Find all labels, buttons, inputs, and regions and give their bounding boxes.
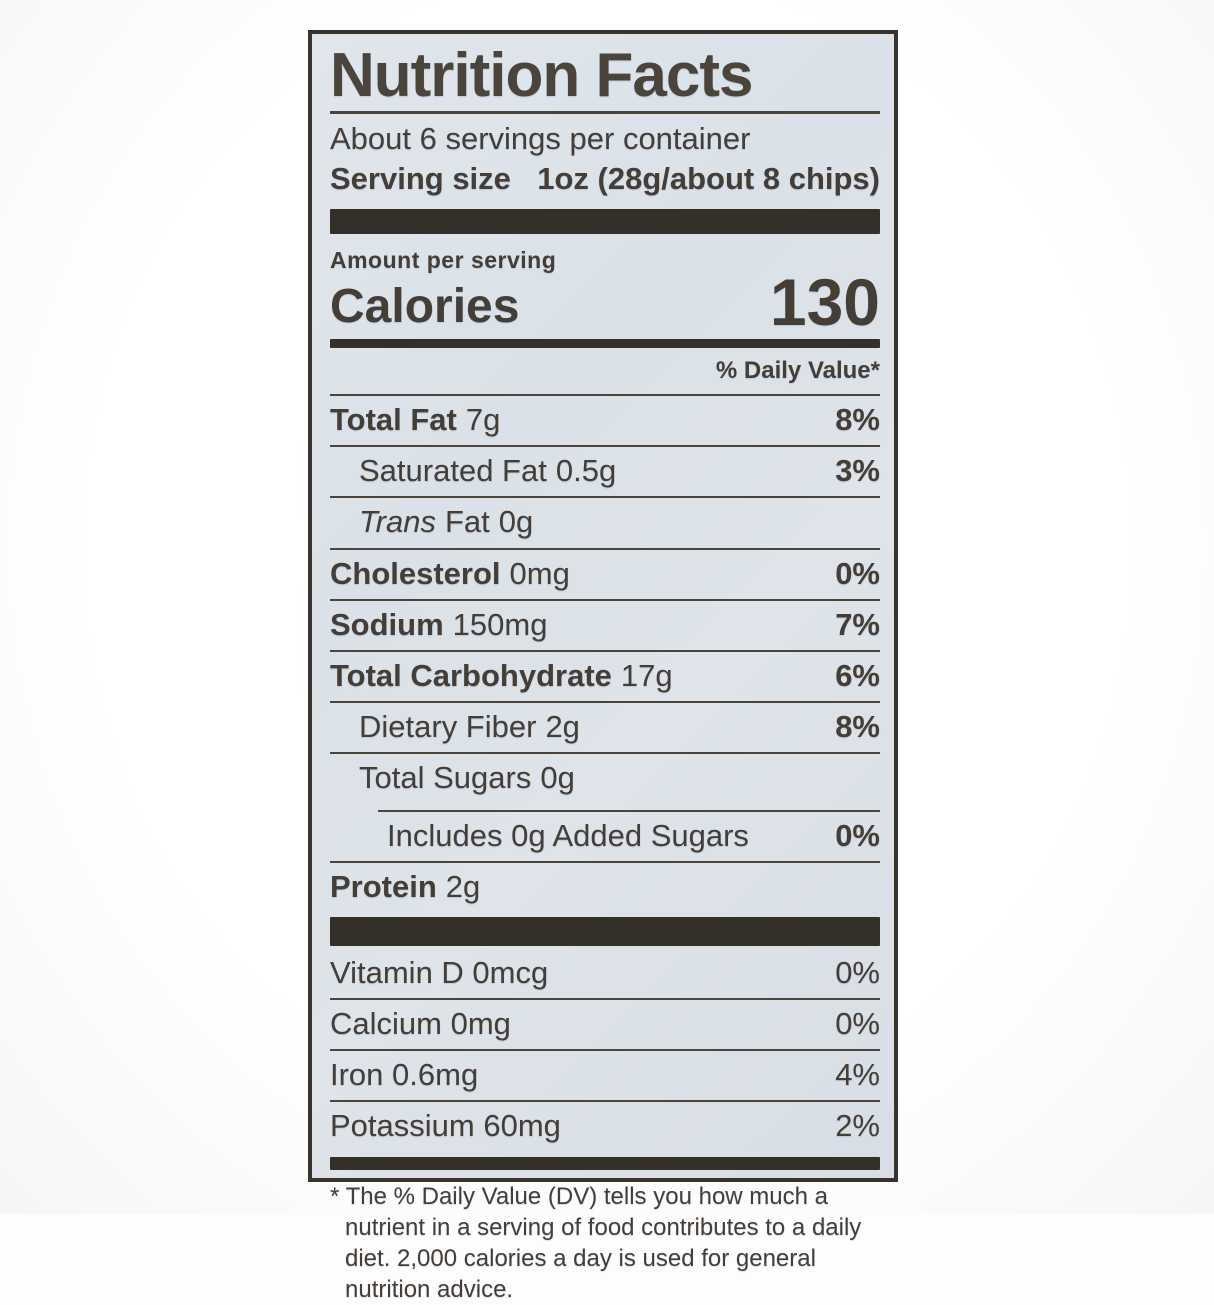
nutrient-name: Total Carbohydrate bbox=[330, 657, 612, 693]
nutrient-name: Cholesterol bbox=[330, 555, 501, 591]
title-divider bbox=[330, 111, 880, 115]
nutrient-dv: 3% bbox=[835, 453, 880, 489]
label-title: Nutrition Facts bbox=[330, 41, 753, 110]
nutrient-row-protein: Protein 2g bbox=[330, 861, 880, 912]
nutrient-dv: 0% bbox=[835, 817, 880, 853]
amount-per-serving-label: Amount per serving bbox=[330, 246, 557, 273]
nutrient-amount: 17g bbox=[620, 657, 673, 693]
vitamin-name: Calcium 0mg bbox=[330, 1006, 511, 1042]
vitamin-row-calcium: Calcium 0mg 0% bbox=[330, 998, 880, 1049]
vitamin-dv: 0% bbox=[835, 955, 880, 991]
vitamin-dv: 0% bbox=[835, 1006, 880, 1042]
nutrient-amount: 2g bbox=[445, 869, 481, 905]
vitamins-divider-bar bbox=[330, 917, 880, 947]
nutrition-facts-label: Nutrition Facts About 6 servings per con… bbox=[308, 30, 898, 1303]
vitamin-dv: 2% bbox=[835, 1108, 880, 1144]
nutrient-dv: 0% bbox=[835, 555, 880, 591]
added-sugars-inset-rule bbox=[378, 809, 880, 812]
nutrient-amount: 0.5g bbox=[555, 453, 617, 489]
nutrient-row-trans-fat: Trans Fat 0g bbox=[330, 496, 880, 547]
nutrient-row-saturated-fat: Saturated Fat 0.5g 3% bbox=[330, 445, 880, 496]
calories-value: 130 bbox=[769, 264, 880, 339]
vitamin-name: Vitamin D 0mcg bbox=[330, 955, 549, 991]
calories-divider-bar bbox=[330, 339, 880, 349]
serving-size-value: 1oz (28g/about 8 chips) bbox=[537, 160, 880, 196]
calories-row: Calories 130 bbox=[330, 264, 880, 339]
serving-size-label: Serving size bbox=[330, 160, 511, 196]
vitamin-name: Potassium 60mg bbox=[330, 1108, 561, 1144]
vitamin-row-vitamin-d: Vitamin D 0mcg 0% bbox=[330, 946, 880, 998]
nutrient-name-italic: Trans bbox=[359, 504, 436, 540]
nutrient-amount: 0mg bbox=[509, 555, 570, 591]
vitamin-name: Iron 0.6mg bbox=[330, 1057, 479, 1093]
nutrient-name: Protein bbox=[330, 869, 437, 905]
nutrient-row-total-fat: Total Fat 7g 8% bbox=[330, 394, 880, 445]
vitamin-row-iron: Iron 0.6mg 4% bbox=[330, 1049, 880, 1100]
nutrient-name: Total Fat bbox=[330, 402, 457, 438]
nutrient-name: Total Sugars bbox=[359, 759, 532, 795]
daily-value-header: % Daily Value* bbox=[715, 357, 880, 385]
nutrient-amount: 2g bbox=[545, 708, 580, 744]
servings-per-container: About 6 servings per container bbox=[330, 121, 751, 157]
nutrient-row-added-sugars: Includes 0g Added Sugars 0% bbox=[330, 812, 880, 861]
nutrient-row-dietary-fiber: Dietary Fiber 2g 8% bbox=[330, 700, 880, 752]
nutrient-name: Includes 0g Added Sugars bbox=[387, 817, 749, 853]
nutrient-row-sodium: Sodium 150mg 7% bbox=[330, 598, 880, 650]
nutrient-amount: 0g bbox=[498, 504, 534, 540]
daily-value-footnote: * The % Daily Value (DV) tells you how m… bbox=[330, 1182, 862, 1304]
nutrient-row-total-sugars: Total Sugars 0g bbox=[330, 751, 880, 803]
nutrient-amount: 150mg bbox=[452, 606, 548, 642]
nutrient-amount: 0g bbox=[540, 759, 575, 795]
nutrient-row-total-carbohydrate: Total Carbohydrate 17g 6% bbox=[330, 649, 880, 701]
nutrient-name: Dietary Fiber bbox=[359, 708, 537, 744]
nutrient-dv: 6% bbox=[835, 657, 880, 693]
calories-label: Calories bbox=[330, 279, 520, 333]
nutrient-dv: 8% bbox=[835, 402, 880, 438]
nutrient-amount: 7g bbox=[465, 402, 501, 438]
nutrient-dv: 7% bbox=[835, 606, 880, 642]
vitamin-row-potassium: Potassium 60mg 2% bbox=[330, 1100, 880, 1151]
nutrient-name: Sodium bbox=[330, 606, 444, 642]
vitamin-dv: 4% bbox=[835, 1057, 880, 1093]
nutrient-name: Fat bbox=[444, 504, 490, 540]
nutrient-name: Saturated Fat bbox=[359, 453, 547, 489]
nutrient-dv: 8% bbox=[835, 708, 880, 744]
serving-size-row: Serving size 1oz (28g/about 8 chips) bbox=[330, 161, 880, 197]
footnote-divider-bar bbox=[330, 1156, 880, 1170]
nutrient-row-cholesterol: Cholesterol 0mg 0% bbox=[330, 547, 880, 599]
section-divider-bar bbox=[330, 208, 880, 234]
